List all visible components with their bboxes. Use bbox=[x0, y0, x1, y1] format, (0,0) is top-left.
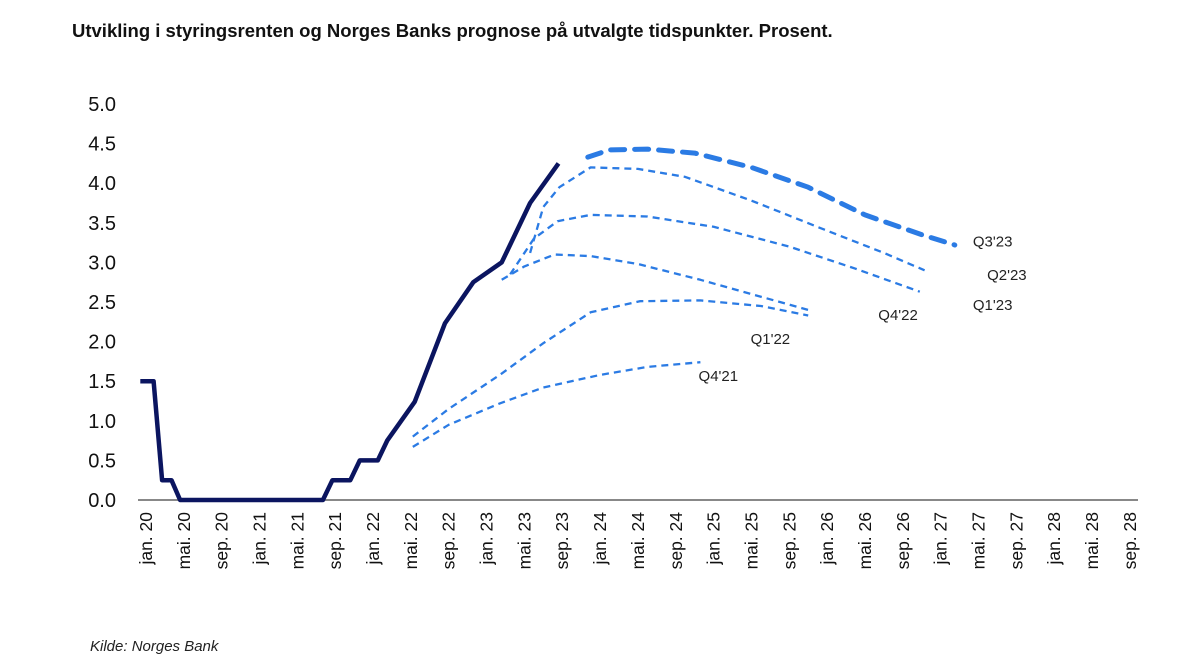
x-tick-label: mai. 22 bbox=[401, 512, 421, 569]
x-tick-label: sep. 20 bbox=[212, 512, 232, 570]
x-tick-label: mai. 23 bbox=[514, 512, 534, 569]
y-tick-label: 2.0 bbox=[88, 332, 116, 354]
y-tick-label: 4.0 bbox=[88, 173, 116, 195]
x-tick-label: jan. 21 bbox=[250, 512, 270, 566]
series-label: Q4'21 bbox=[699, 368, 739, 385]
series-label: Q3'23 bbox=[973, 234, 1013, 251]
series-line-q223 bbox=[528, 166, 926, 272]
x-tick-label: mai. 21 bbox=[287, 512, 307, 569]
y-tick-label: 0.5 bbox=[88, 450, 116, 472]
series-line-q123 bbox=[509, 213, 921, 293]
x-tick-label: sep. 22 bbox=[439, 512, 459, 569]
chart-source: Kilde: Norges Bank bbox=[90, 638, 219, 655]
x-tick-label: sep. 24 bbox=[666, 512, 686, 570]
x-tick-label: mai. 20 bbox=[174, 512, 194, 570]
x-tick-label: mai. 26 bbox=[855, 512, 875, 569]
y-tick-label: 3.5 bbox=[88, 213, 116, 235]
x-tick-label: jan. 27 bbox=[931, 512, 951, 566]
x-tick-label: sep. 27 bbox=[1006, 512, 1026, 569]
x-tick-label: jan. 23 bbox=[477, 512, 497, 566]
x-tick-label: mai. 27 bbox=[968, 512, 988, 569]
y-tick-label: 5.0 bbox=[88, 94, 116, 116]
series-line-styringsrente bbox=[140, 162, 561, 503]
y-tick-label: 3.0 bbox=[88, 252, 116, 274]
x-tick-label: jan. 22 bbox=[363, 512, 383, 566]
series-label: Q4'22 bbox=[878, 307, 918, 324]
x-tick-label: jan. 26 bbox=[817, 512, 837, 566]
x-tick-label: sep. 21 bbox=[325, 512, 345, 569]
x-tick-label: mai. 28 bbox=[1082, 512, 1102, 569]
x-tick-label: jan. 20 bbox=[136, 512, 156, 566]
y-tick-label: 2.5 bbox=[88, 292, 116, 314]
x-tick-label: jan. 24 bbox=[590, 512, 610, 566]
series-label: Q2'23 bbox=[987, 267, 1027, 284]
x-tick-label: sep. 23 bbox=[552, 512, 572, 569]
y-tick-label: 0.0 bbox=[88, 490, 116, 512]
x-tick-label: sep. 25 bbox=[779, 512, 799, 569]
chart-title: Utvikling i styringsrenten og Norges Ban… bbox=[72, 20, 833, 41]
series-label: Q1'23 bbox=[973, 297, 1013, 314]
x-tick-label: mai. 25 bbox=[741, 512, 761, 569]
series-line-q421 bbox=[412, 361, 701, 448]
y-tick-label: 1.0 bbox=[88, 411, 116, 433]
x-tick-label: jan. 25 bbox=[704, 512, 724, 566]
x-tick-label: sep. 26 bbox=[893, 512, 913, 569]
x-tick-label: mai. 24 bbox=[628, 512, 648, 570]
series-line-q122 bbox=[412, 299, 809, 438]
series-line-q323 bbox=[585, 146, 958, 248]
series-label: Q1'22 bbox=[751, 331, 791, 348]
y-tick-label: 4.5 bbox=[88, 134, 116, 156]
x-tick-label: jan. 28 bbox=[1044, 512, 1064, 566]
x-tick-label: sep. 28 bbox=[1120, 512, 1140, 569]
y-tick-label: 1.5 bbox=[88, 371, 116, 393]
